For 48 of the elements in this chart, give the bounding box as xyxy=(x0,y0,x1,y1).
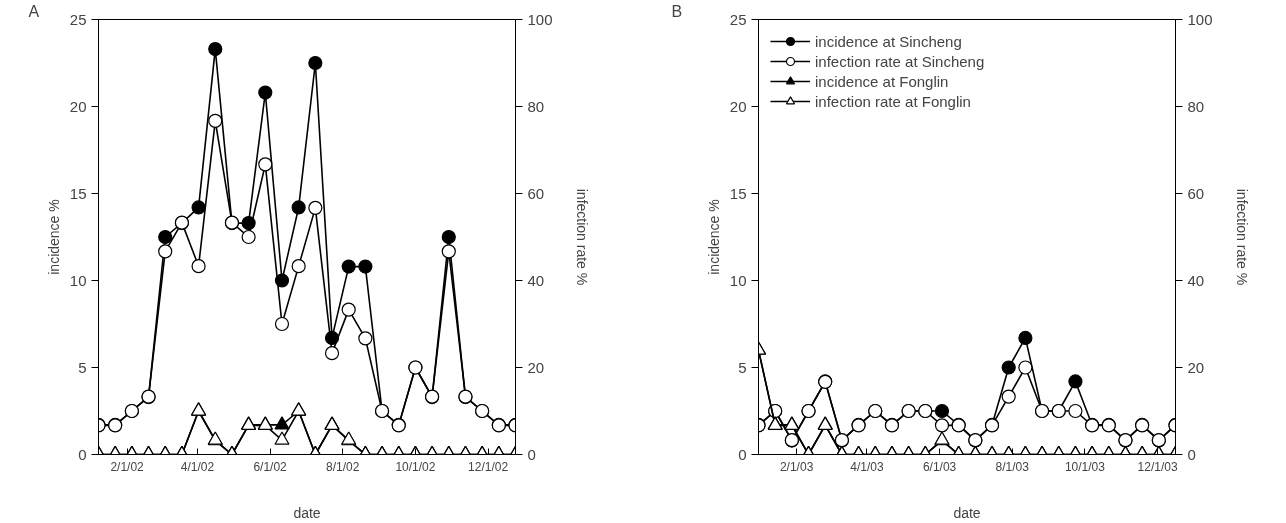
legend-label: infection rate at Sincheng xyxy=(815,52,985,70)
y2-tick-label: 0 xyxy=(527,445,536,463)
y2-tick-label: 40 xyxy=(1187,271,1205,289)
y-tick-label: 25 xyxy=(729,10,747,28)
y-tick-label: 0 xyxy=(738,445,747,463)
x-tick-label: 8/1/02 xyxy=(326,459,360,474)
legend-label: incidence at Sincheng xyxy=(815,32,962,50)
y-axis-title: incidence % xyxy=(45,199,62,275)
y2-tick-label: 100 xyxy=(527,10,553,28)
x-axis-title: date xyxy=(293,504,321,521)
y-tick-label: 0 xyxy=(78,445,87,463)
x-tick-label: 2/1/03 xyxy=(779,459,814,474)
x-tick-label: 4/1/03 xyxy=(850,459,884,474)
x-tick-label: 10/1/03 xyxy=(1064,459,1106,474)
x-tick-label: 4/1/02 xyxy=(180,459,215,474)
x-tick-label: 10/1/02 xyxy=(395,459,436,474)
y2-axis-title: infection rate % xyxy=(1233,188,1250,286)
y-tick-label: 5 xyxy=(78,358,87,376)
y2-tick-label: 60 xyxy=(1187,184,1205,202)
y-tick-label: 15 xyxy=(729,184,747,202)
y2-tick-label: 20 xyxy=(1187,358,1205,376)
x-tick-label: 12/1/02 xyxy=(468,459,509,474)
text: A xyxy=(28,2,40,20)
y2-tick-label: 60 xyxy=(527,184,545,202)
y-tick-label: 10 xyxy=(729,271,747,289)
y2-tick-label: 0 xyxy=(1187,445,1196,463)
y2-tick-label: 100 xyxy=(1187,10,1213,28)
x-tick-label: 6/1/03 xyxy=(922,459,957,474)
y2-axis-title: infection rate % xyxy=(573,188,590,286)
y2-tick-label: 80 xyxy=(1187,97,1205,115)
y-tick-label: 25 xyxy=(69,10,87,28)
y2-tick-label: 40 xyxy=(527,271,545,289)
y-tick-label: 10 xyxy=(69,271,87,289)
y2-tick-label: 20 xyxy=(527,358,545,376)
y2-tick-label: 80 xyxy=(527,97,545,115)
text: B xyxy=(671,2,683,20)
y-tick-label: 5 xyxy=(738,358,747,376)
x-tick-label: 8/1/03 xyxy=(995,459,1030,474)
x-axis-title: date xyxy=(953,504,981,521)
y-tick-label: 20 xyxy=(729,97,747,115)
y-axis-title: incidence % xyxy=(705,199,722,275)
x-tick-label: 12/1/03 xyxy=(1137,459,1178,474)
legend-label: infection rate at Fonglin xyxy=(815,92,971,110)
legend-label: incidence at Fonglin xyxy=(815,72,949,90)
x-tick-label: 6/1/02 xyxy=(253,459,288,474)
y-tick-label: 20 xyxy=(69,97,87,115)
y-tick-label: 15 xyxy=(69,184,87,202)
x-tick-label: 2/1/02 xyxy=(110,459,145,474)
